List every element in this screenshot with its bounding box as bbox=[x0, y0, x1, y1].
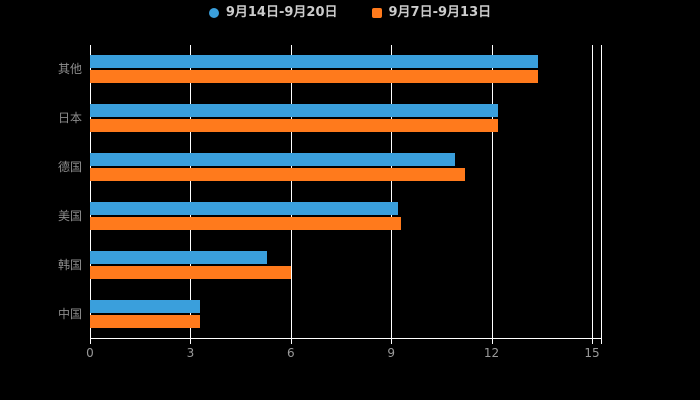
category-row bbox=[90, 143, 601, 192]
category-row bbox=[90, 240, 601, 289]
x-tick-label: 12 bbox=[483, 346, 500, 360]
x-tick-label: 3 bbox=[186, 346, 195, 360]
axis-tick bbox=[601, 339, 602, 344]
category-label: 其他 bbox=[57, 62, 82, 77]
category-cell: 其他 bbox=[30, 45, 82, 94]
bar-rows bbox=[90, 45, 601, 338]
legend-marker-icon bbox=[371, 7, 382, 18]
axis-tick bbox=[90, 339, 91, 344]
legend-item-series-2[interactable]: 9月7日-9月13日 bbox=[371, 5, 492, 20]
bar bbox=[90, 55, 539, 69]
bar bbox=[90, 104, 499, 118]
category-row bbox=[90, 289, 601, 338]
gridline bbox=[391, 45, 393, 338]
bar bbox=[90, 299, 201, 313]
bar bbox=[90, 265, 291, 279]
bar bbox=[90, 201, 398, 215]
axis-tick bbox=[290, 339, 292, 344]
category-cell: 德国 bbox=[30, 143, 82, 192]
gridline bbox=[190, 45, 192, 338]
gridline bbox=[591, 45, 593, 338]
category-cell: 日本 bbox=[30, 94, 82, 143]
gridline bbox=[290, 45, 292, 338]
axis-tick bbox=[391, 339, 393, 344]
x-tick-label: 9 bbox=[387, 346, 395, 360]
category-row bbox=[90, 191, 601, 240]
category-cell: 美国 bbox=[30, 191, 82, 240]
legend: 9月14日-9月20日 9月7日-9月13日 bbox=[0, 6, 700, 19]
bar bbox=[90, 153, 455, 167]
category-label: 日本 bbox=[57, 111, 82, 126]
axis-tick bbox=[591, 339, 593, 344]
axis-tick bbox=[190, 339, 192, 344]
category-label: 德国 bbox=[57, 160, 82, 175]
plot-area: 其他日本德国美国韩国中国 bbox=[58, 45, 602, 339]
legend-label: 9月14日-9月20日 bbox=[225, 5, 338, 20]
legend-label: 9月7日-9月13日 bbox=[388, 5, 492, 20]
bar bbox=[90, 168, 465, 182]
x-tick-label: 0 bbox=[86, 346, 94, 360]
bar bbox=[90, 70, 539, 84]
x-axis: 0 3 6 9 12 15 bbox=[86, 339, 602, 367]
category-cell: 韩国 bbox=[30, 240, 82, 289]
legend-item-series-1[interactable]: 9月14日-9月20日 bbox=[208, 5, 338, 20]
category-label: 韩国 bbox=[57, 257, 82, 272]
category-row bbox=[90, 45, 601, 94]
y-axis-labels: 其他日本德国美国韩国中国 bbox=[30, 45, 82, 338]
x-tick-label: 6 bbox=[286, 346, 295, 360]
x-tick-label: 15 bbox=[584, 346, 600, 360]
bar bbox=[90, 314, 201, 328]
bar bbox=[90, 119, 499, 133]
legend-marker-icon bbox=[208, 7, 219, 18]
category-label: 美国 bbox=[57, 208, 82, 223]
axis-tick bbox=[491, 339, 493, 344]
category-label: 中国 bbox=[57, 306, 82, 321]
category-cell: 中国 bbox=[30, 289, 82, 338]
gridline bbox=[491, 45, 493, 338]
gridline bbox=[90, 45, 91, 338]
bar bbox=[90, 250, 268, 264]
bar bbox=[90, 216, 402, 230]
category-row bbox=[90, 94, 601, 143]
